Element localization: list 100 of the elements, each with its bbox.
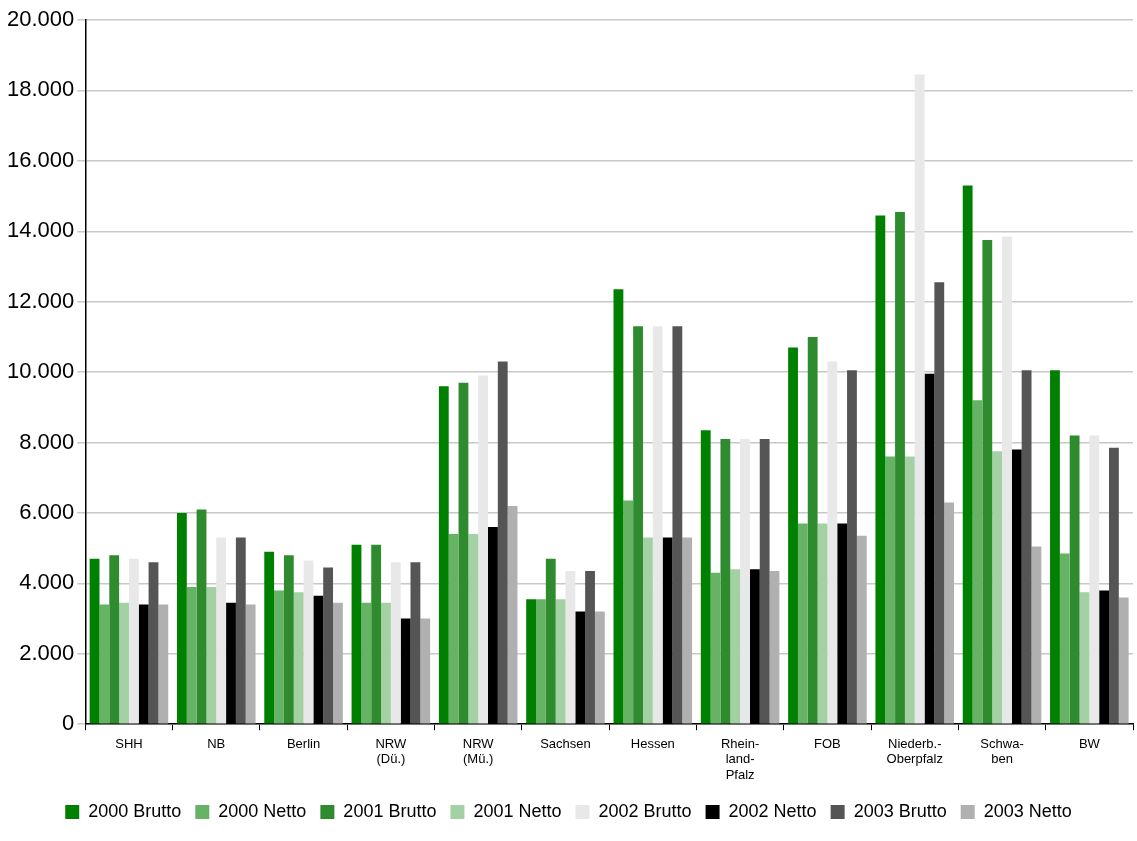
bar bbox=[944, 502, 955, 724]
bar bbox=[148, 562, 159, 724]
bar bbox=[448, 534, 459, 724]
bar bbox=[420, 618, 431, 724]
bar bbox=[458, 382, 469, 724]
bar bbox=[730, 569, 741, 724]
bar bbox=[351, 544, 362, 724]
bar bbox=[642, 537, 653, 724]
bar bbox=[972, 400, 983, 724]
bar bbox=[856, 535, 867, 724]
bar bbox=[507, 505, 518, 724]
x-tick-label: Niederb.- Oberpfalz bbox=[886, 735, 943, 767]
bar bbox=[885, 456, 896, 724]
bar bbox=[555, 599, 566, 724]
bar bbox=[410, 562, 421, 724]
bar bbox=[613, 289, 624, 724]
legend-label: 2000 Brutto bbox=[88, 800, 182, 821]
bar bbox=[293, 592, 304, 724]
bar bbox=[934, 282, 945, 724]
bar bbox=[186, 586, 197, 724]
bar bbox=[914, 74, 925, 724]
bar bbox=[1031, 546, 1042, 724]
x-tick-label: NRW (Dü.) bbox=[375, 735, 408, 767]
bar bbox=[633, 326, 643, 724]
bar bbox=[904, 456, 915, 724]
bar bbox=[497, 361, 508, 724]
bar bbox=[128, 558, 139, 724]
bar bbox=[245, 604, 256, 724]
bar bbox=[769, 571, 780, 724]
bar bbox=[216, 537, 227, 724]
legend-label: 2002 Brutto bbox=[598, 800, 692, 821]
y-tick-label: 10.000 bbox=[6, 358, 75, 384]
x-tick-label: Berlin bbox=[286, 735, 321, 751]
bar bbox=[536, 599, 546, 724]
bar bbox=[1089, 435, 1100, 724]
x-tick-label: BW bbox=[1078, 735, 1101, 751]
y-tick-label: 12.000 bbox=[6, 287, 75, 313]
bar bbox=[1108, 447, 1119, 724]
x-tick-label: SHH bbox=[115, 735, 143, 751]
bar bbox=[1118, 597, 1129, 724]
bar bbox=[720, 439, 731, 724]
bar bbox=[381, 602, 391, 724]
y-tick-label: 16.000 bbox=[6, 146, 75, 172]
y-tick-label: 2.000 bbox=[19, 639, 75, 665]
y-tick-label: 8.000 bbox=[19, 428, 75, 454]
bar bbox=[962, 185, 973, 724]
legend-label: 2003 Netto bbox=[983, 800, 1072, 821]
bar bbox=[99, 604, 110, 724]
y-tick-label: 14.000 bbox=[6, 217, 75, 243]
bar bbox=[89, 558, 100, 724]
x-tick-label: Schwa- ben bbox=[980, 735, 1024, 767]
bar bbox=[468, 534, 479, 724]
bar bbox=[788, 347, 798, 724]
y-tick-label: 6.000 bbox=[19, 499, 75, 524]
bar bbox=[235, 537, 246, 724]
y-tick-label: 20.000 bbox=[6, 6, 75, 32]
bar bbox=[759, 439, 770, 724]
bar bbox=[323, 567, 334, 724]
bar bbox=[895, 211, 905, 724]
bar bbox=[303, 560, 314, 724]
x-tick-label: NRW (Mü.) bbox=[462, 735, 495, 767]
bar bbox=[1050, 370, 1060, 724]
bar bbox=[371, 544, 382, 724]
bar bbox=[176, 512, 187, 724]
bar bbox=[847, 370, 857, 724]
bar bbox=[1059, 553, 1070, 724]
bar bbox=[565, 571, 576, 724]
bar bbox=[672, 326, 683, 724]
bar bbox=[652, 326, 663, 724]
bar bbox=[264, 551, 275, 724]
bar bbox=[390, 562, 401, 724]
bar bbox=[545, 558, 556, 724]
x-tick-label: Sachsen bbox=[540, 735, 591, 751]
bar bbox=[333, 602, 343, 724]
x-tick-label: NB bbox=[207, 735, 226, 751]
bar bbox=[982, 240, 993, 724]
x-tick-label: FOB bbox=[814, 735, 841, 751]
bar bbox=[585, 571, 595, 724]
bar bbox=[623, 500, 634, 724]
bar bbox=[283, 555, 294, 724]
bar bbox=[594, 611, 605, 724]
bar bbox=[827, 361, 838, 724]
bar bbox=[700, 430, 711, 724]
bar bbox=[196, 509, 207, 724]
bar bbox=[1079, 592, 1090, 724]
y-tick-label: 0 bbox=[62, 710, 75, 736]
bar bbox=[1021, 370, 1032, 724]
bar bbox=[526, 599, 537, 724]
bar bbox=[682, 537, 693, 724]
bar bbox=[807, 336, 818, 724]
legend-label: 2003 Brutto bbox=[853, 800, 947, 821]
bar bbox=[797, 523, 808, 724]
x-tick-label: Rhein- land- Pfalz bbox=[720, 735, 760, 782]
y-tick-label: 4.000 bbox=[19, 569, 75, 595]
legend-label: 2002 Netto bbox=[728, 800, 817, 821]
bar bbox=[119, 602, 129, 724]
bar bbox=[274, 590, 284, 724]
legend-label: 2001 Netto bbox=[473, 800, 562, 821]
bar bbox=[875, 215, 886, 724]
bar bbox=[1069, 435, 1080, 724]
